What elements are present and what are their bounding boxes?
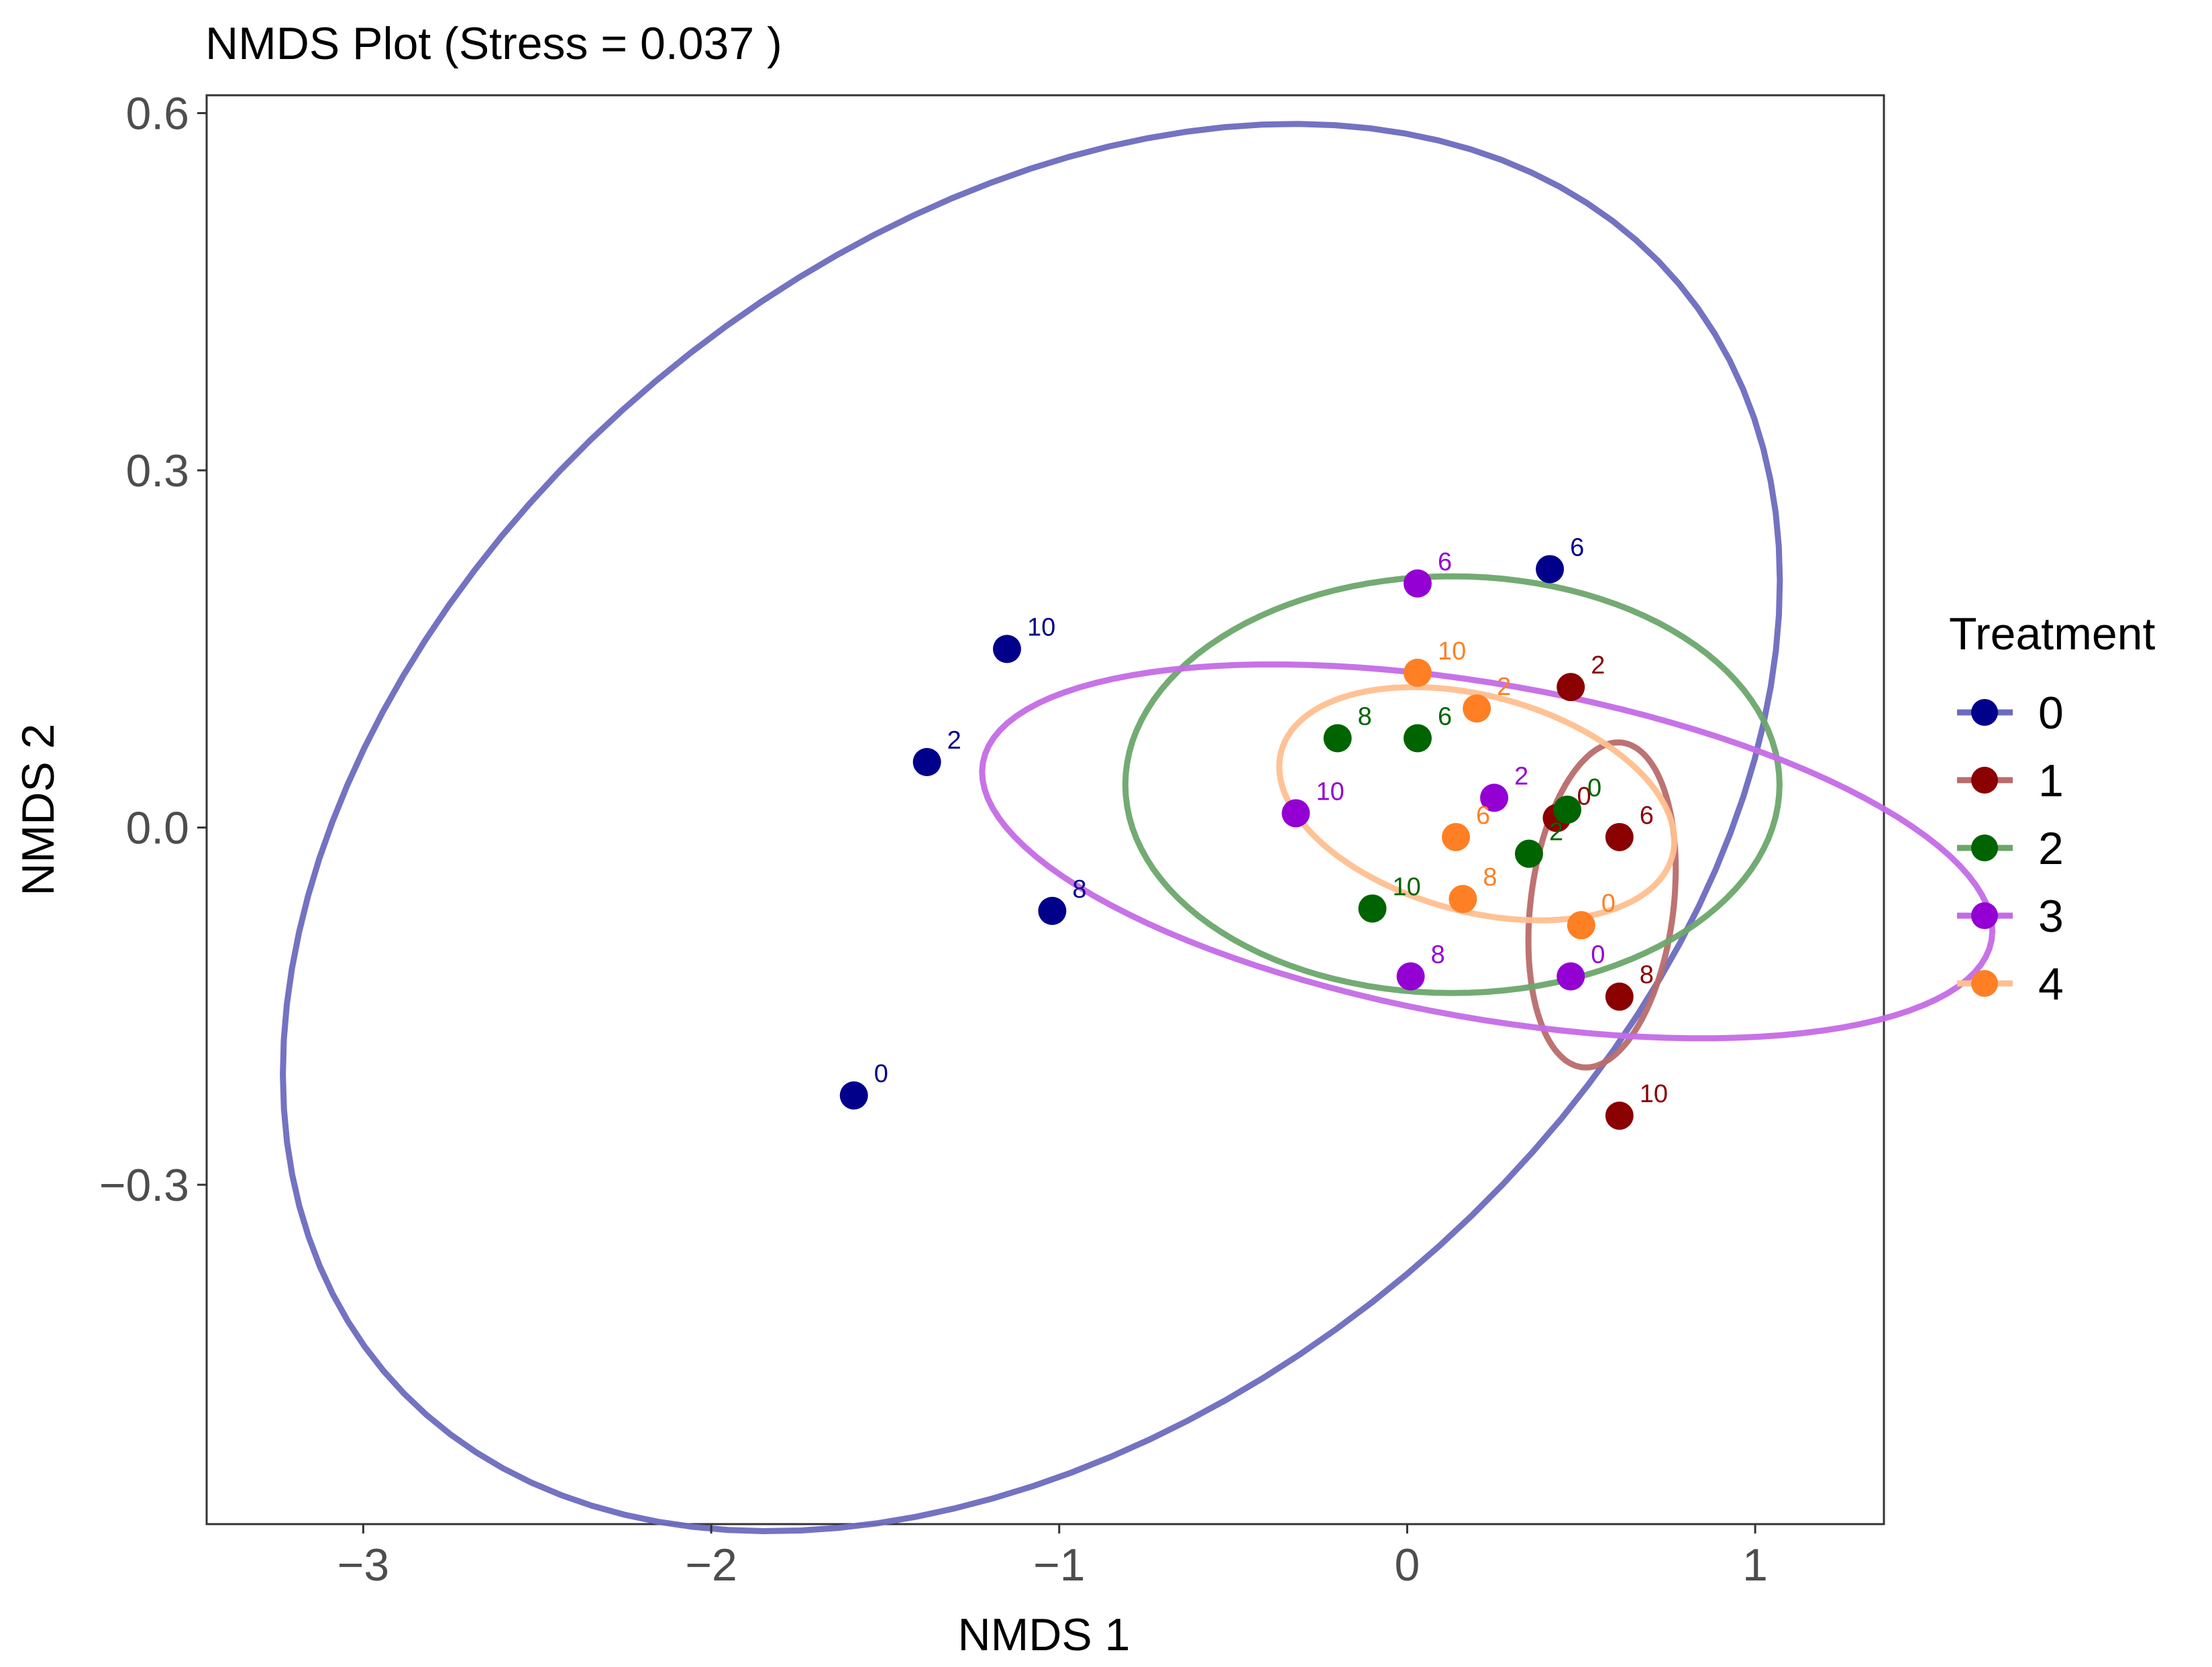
x-tick-label: 0 (1395, 1540, 1420, 1591)
legend-key-point (1971, 902, 1998, 929)
y-axis: −0.3 0.0 0.3 0.6 (99, 89, 207, 1211)
point-label: 0 (1577, 782, 1591, 810)
y-axis-title: NMDS 2 (13, 724, 64, 896)
point-treatment-4 (1442, 822, 1471, 851)
point-treatment-0 (1536, 555, 1565, 584)
ellipse-treatment-2 (1122, 573, 1783, 996)
legend-key-point (1971, 699, 1998, 726)
point-treatment-1 (1605, 1101, 1634, 1130)
point-treatment-2 (1514, 839, 1543, 868)
point-label: 0 (874, 1060, 888, 1088)
legend-title: Treatment (1949, 608, 2155, 659)
x-tick-label: −2 (685, 1540, 737, 1591)
point-treatment-3 (1480, 784, 1509, 812)
plot-panel (205, 94, 1885, 1525)
point-treatment-0 (1038, 896, 1067, 925)
point-label: 2 (1549, 818, 1563, 847)
point-treatment-3 (1396, 962, 1425, 991)
point-label: 6 (1438, 548, 1452, 576)
point-label: 10 (1640, 1080, 1668, 1108)
point-label: 6 (1438, 703, 1452, 731)
point-label: 2 (1514, 762, 1528, 790)
point-treatment-2 (1358, 894, 1387, 923)
point-label: 2 (1497, 673, 1511, 701)
point-treatment-0 (992, 635, 1021, 663)
point-treatment-2 (1323, 724, 1352, 753)
point-label: 6 (1570, 533, 1584, 561)
legend-key-point (1971, 767, 1998, 794)
point-label: 0 (1601, 890, 1616, 918)
y-tick-label: 0.3 (125, 445, 189, 496)
ellipse-treatment-4 (1276, 684, 1678, 924)
legend-items: 0 1 2 3 4 (1957, 688, 2064, 1010)
point-treatment-3 (1403, 569, 1432, 598)
x-tick-label: −1 (1033, 1540, 1086, 1591)
x-tick-label: −3 (337, 1540, 390, 1591)
point-treatment-3 (1557, 962, 1585, 991)
point-label: 0 (1591, 941, 1605, 969)
point-label: 10 (1027, 613, 1055, 641)
point-treatment-0 (839, 1081, 868, 1110)
legend-label: 0 (2038, 688, 2064, 739)
point-treatment-1 (1605, 822, 1634, 851)
data-points (839, 555, 1634, 1130)
point-label: 6 (1640, 802, 1654, 830)
y-tick-label: 0.6 (125, 89, 189, 140)
legend-label: 4 (2038, 959, 2064, 1010)
point-treatment-4 (1463, 694, 1491, 723)
point-treatment-2 (1403, 724, 1432, 753)
ellipse-treatment-3 (979, 661, 1996, 1042)
legend-key-point (1971, 970, 1998, 997)
point-label: 8 (1072, 875, 1086, 904)
point-treatment-3 (1281, 799, 1310, 828)
point-label: 8 (1483, 863, 1497, 892)
point-treatment-1 (1605, 982, 1634, 1011)
y-tick-label: −0.3 (99, 1160, 189, 1211)
point-treatment-2 (1553, 796, 1582, 824)
point-treatment-0 (912, 748, 941, 776)
point-label: 8 (1431, 941, 1445, 969)
point-label: 2 (947, 727, 961, 755)
point-treatment-4 (1449, 885, 1477, 914)
legend: Treatment 0 1 2 3 4 (1949, 608, 2155, 1010)
legend-label: 2 (2038, 823, 2064, 874)
legend-label: 3 (2038, 891, 2064, 942)
ellipse-treatment-0 (280, 121, 1783, 1535)
point-label: 10 (1393, 873, 1421, 901)
point-label: 10 (1438, 637, 1466, 665)
point-treatment-4 (1403, 658, 1432, 687)
point-treatment-1 (1557, 673, 1585, 702)
x-tick-label: 1 (1742, 1540, 1768, 1591)
point-label: 8 (1640, 961, 1654, 989)
y-tick-label: 0.0 (125, 803, 189, 854)
point-label: 10 (1316, 777, 1344, 806)
x-axis: −3 −2 −1 0 1 (337, 1524, 1768, 1591)
x-axis-title: NMDS 1 (958, 1609, 1130, 1660)
point-label: 8 (1358, 703, 1372, 731)
point-label: 2 (1591, 651, 1605, 680)
legend-key-point (1971, 835, 1998, 861)
point-label: 0 (1587, 774, 1601, 802)
legend-label: 1 (2038, 755, 2064, 806)
point-label: 6 (1476, 802, 1490, 830)
point-treatment-4 (1567, 911, 1595, 940)
chart-title: NMDS Plot (Stress = 0.037 ) (205, 18, 782, 69)
